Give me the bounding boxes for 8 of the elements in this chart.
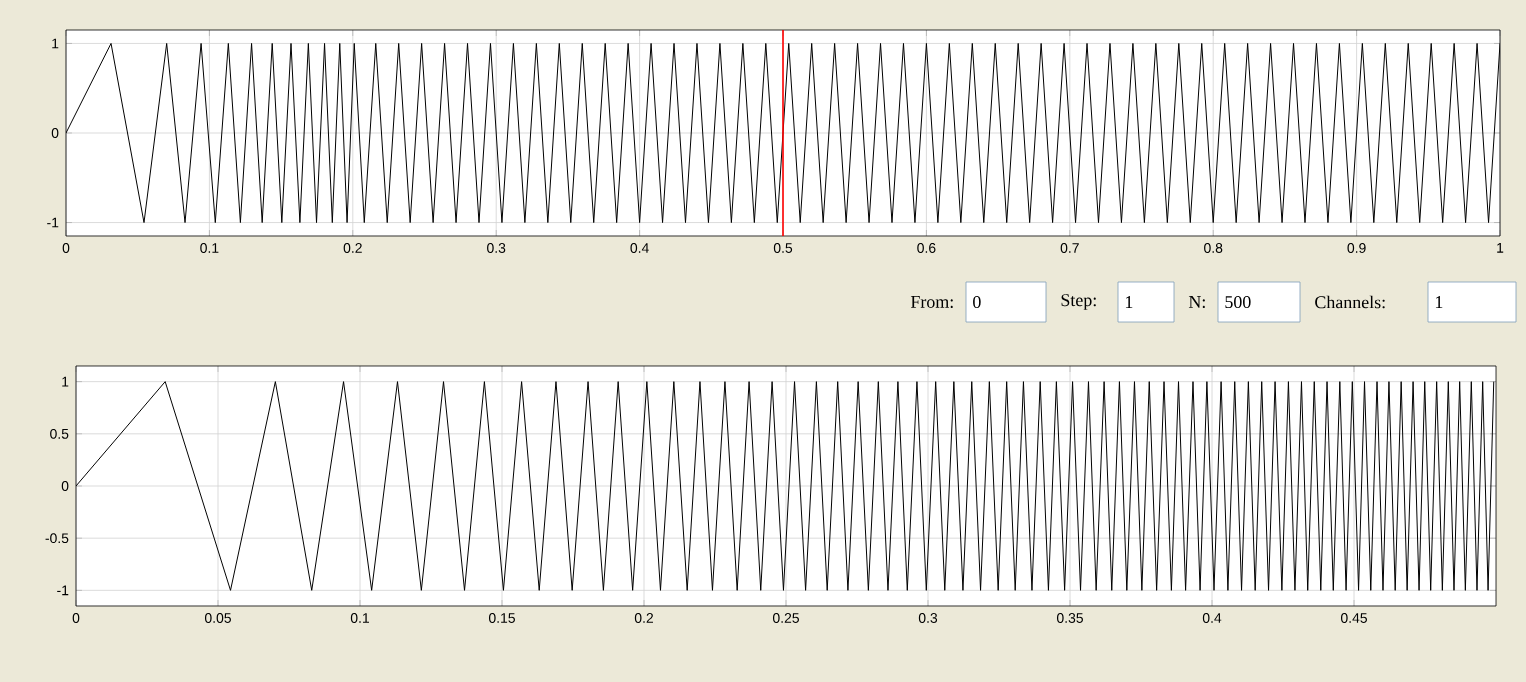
text: Step: bbox=[1061, 294, 1096, 310]
text: Channels: bbox=[1315, 295, 1385, 309]
text: 0 bbox=[973, 295, 981, 309]
text: From: bbox=[910, 295, 953, 308]
text: 500 bbox=[1225, 295, 1251, 309]
text: 1 bbox=[1435, 296, 1443, 308]
text: N: bbox=[1188, 295, 1205, 308]
text: 1 bbox=[1125, 296, 1133, 308]
